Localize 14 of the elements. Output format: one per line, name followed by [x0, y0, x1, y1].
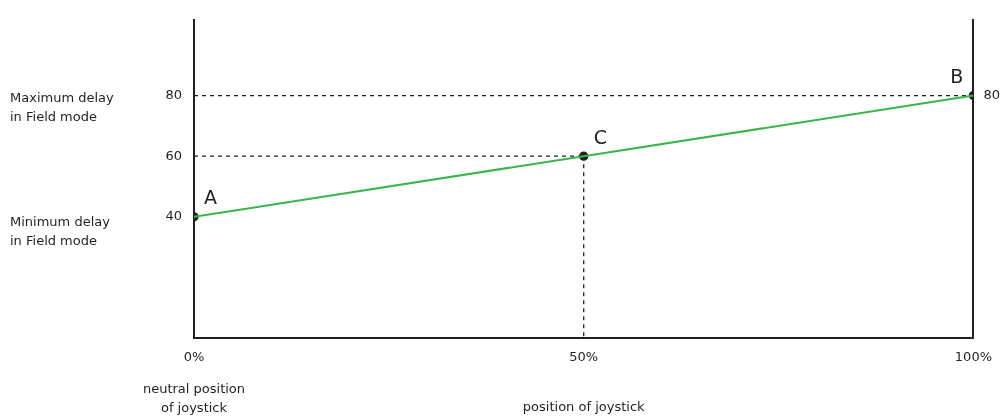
annotation: A [204, 186, 217, 209]
x-tick-label: 100% [954, 349, 992, 365]
x-tick-label: 0% [183, 349, 205, 365]
annotation: C [593, 125, 607, 148]
y-tick-label: 40 [165, 208, 182, 224]
annotation: 80 [983, 86, 1000, 102]
x-tick-label: 50% [569, 349, 599, 365]
y-tick-label: 60 [165, 147, 182, 163]
y-tick-label: 80 [165, 86, 182, 102]
x-axis-title: position of joystick [522, 399, 646, 415]
text: Minimum delay in Field mode [10, 214, 111, 249]
annotation: B [950, 65, 964, 87]
text: neutral position of joystick [142, 381, 246, 416]
text: Maximum delay in Field mode [10, 90, 115, 125]
